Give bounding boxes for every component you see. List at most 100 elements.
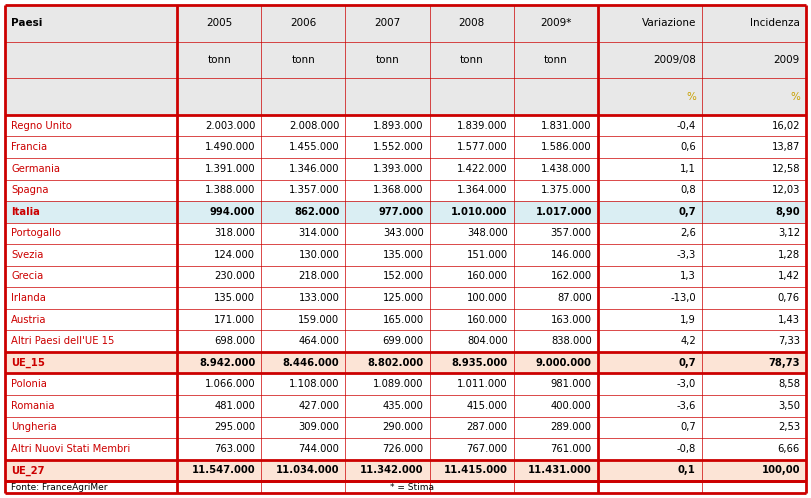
Text: %: % (686, 92, 696, 102)
Text: 2009*: 2009* (540, 18, 572, 28)
Bar (430, 115, 513, 136)
Bar (345, 395, 430, 416)
Bar (513, 352, 598, 374)
Bar (178, 309, 261, 330)
Text: 0,6: 0,6 (680, 142, 696, 152)
Bar (345, 352, 430, 374)
Bar (702, 266, 806, 287)
Bar (430, 287, 513, 309)
Text: 415.000: 415.000 (466, 401, 508, 411)
Text: 1.831.000: 1.831.000 (541, 121, 592, 130)
Text: 1.089.000: 1.089.000 (373, 379, 423, 389)
Text: 699.000: 699.000 (383, 336, 423, 346)
Bar (178, 287, 261, 309)
Text: 698.000: 698.000 (214, 336, 255, 346)
Bar (5, 266, 178, 287)
Bar (5, 438, 178, 460)
Text: 726.000: 726.000 (383, 444, 423, 454)
Bar (178, 374, 261, 395)
Text: 8.935.000: 8.935.000 (452, 358, 508, 368)
Bar (702, 179, 806, 201)
Text: Italia: Italia (11, 207, 40, 217)
Bar (702, 330, 806, 352)
Text: 100,00: 100,00 (762, 465, 800, 476)
Bar (261, 438, 345, 460)
Text: 1,42: 1,42 (778, 271, 800, 281)
Bar (702, 244, 806, 266)
Text: 230.000: 230.000 (214, 271, 255, 281)
Bar (513, 330, 598, 352)
Bar (430, 395, 513, 416)
Bar (178, 179, 261, 201)
Text: 1.357.000: 1.357.000 (289, 185, 340, 195)
Bar (261, 374, 345, 395)
Bar (430, 330, 513, 352)
Bar (261, 395, 345, 416)
Text: 11.431.000: 11.431.000 (528, 465, 592, 476)
Text: 4,2: 4,2 (680, 336, 696, 346)
Text: 1,9: 1,9 (680, 315, 696, 325)
Bar (702, 395, 806, 416)
Text: 12,58: 12,58 (771, 164, 800, 174)
Text: 1.375.000: 1.375.000 (541, 185, 592, 195)
Bar (430, 158, 513, 179)
Text: 8,58: 8,58 (778, 379, 800, 389)
Text: 761.000: 761.000 (551, 444, 592, 454)
Bar (513, 158, 598, 179)
Text: 1,43: 1,43 (778, 315, 800, 325)
Text: 289.000: 289.000 (551, 422, 592, 432)
Text: Irlanda: Irlanda (11, 293, 46, 303)
Text: UE_27: UE_27 (11, 465, 45, 476)
Text: 1,3: 1,3 (680, 271, 696, 281)
Text: 1,28: 1,28 (778, 250, 800, 260)
Bar (598, 179, 702, 201)
Text: 2007: 2007 (375, 18, 401, 28)
Bar (513, 244, 598, 266)
Text: 0,7: 0,7 (680, 422, 696, 432)
Text: 2006: 2006 (290, 18, 316, 28)
Text: 3,50: 3,50 (778, 401, 800, 411)
Bar (598, 201, 702, 223)
Text: tonn: tonn (208, 55, 231, 65)
Text: 124.000: 124.000 (214, 250, 255, 260)
Text: 0,76: 0,76 (778, 293, 800, 303)
Text: 744.000: 744.000 (298, 444, 340, 454)
Bar (702, 352, 806, 374)
Text: 163.000: 163.000 (551, 315, 592, 325)
Bar (345, 5, 430, 115)
Text: 133.000: 133.000 (298, 293, 340, 303)
Text: 1.455.000: 1.455.000 (289, 142, 340, 152)
Text: 1.388.000: 1.388.000 (205, 185, 255, 195)
Text: 11.034.000: 11.034.000 (276, 465, 340, 476)
Text: 1.108.000: 1.108.000 (289, 379, 340, 389)
Text: Polonia: Polonia (11, 379, 47, 389)
Bar (430, 416, 513, 438)
Text: 2,53: 2,53 (778, 422, 800, 432)
Text: tonn: tonn (291, 55, 315, 65)
Text: 0,7: 0,7 (678, 207, 696, 217)
Bar (598, 352, 702, 374)
Text: 357.000: 357.000 (551, 229, 592, 239)
Text: 309.000: 309.000 (298, 422, 340, 432)
Bar (430, 266, 513, 287)
Text: 435.000: 435.000 (383, 401, 423, 411)
Bar (430, 374, 513, 395)
Bar (598, 266, 702, 287)
Bar (702, 287, 806, 309)
Bar (5, 395, 178, 416)
Bar (178, 330, 261, 352)
Bar (513, 115, 598, 136)
Bar (598, 115, 702, 136)
Text: 160.000: 160.000 (466, 315, 508, 325)
Text: %: % (790, 92, 800, 102)
Bar (178, 266, 261, 287)
Bar (513, 5, 598, 115)
Text: 135.000: 135.000 (214, 293, 255, 303)
Text: 295.000: 295.000 (214, 422, 255, 432)
Text: 1.490.000: 1.490.000 (205, 142, 255, 152)
Bar (430, 5, 513, 115)
Bar (345, 115, 430, 136)
Text: -3,6: -3,6 (676, 401, 696, 411)
Text: 400.000: 400.000 (551, 401, 592, 411)
Bar (345, 136, 430, 158)
